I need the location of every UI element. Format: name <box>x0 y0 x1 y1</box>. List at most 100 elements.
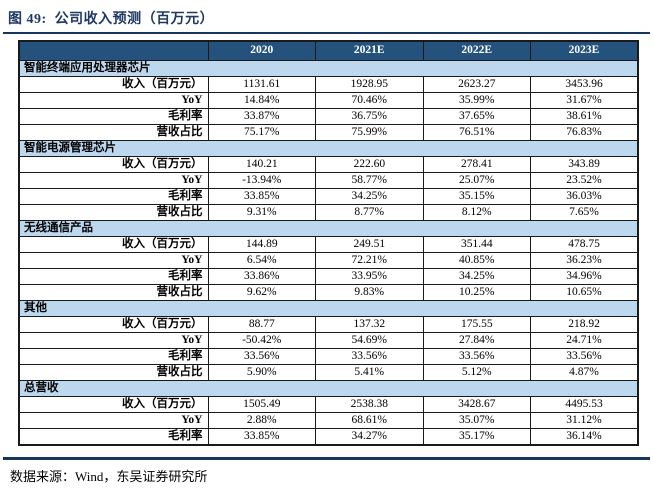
cell-value: 33.56% <box>315 347 424 365</box>
title-divider-rule <box>3 32 650 34</box>
cell-value: 249.51 <box>315 235 424 253</box>
row-label: 收入（百万元） <box>18 75 209 93</box>
section-header-label: 无线通信产品 <box>18 219 639 237</box>
cell-value: 4495.53 <box>530 395 639 413</box>
cell-value: 2623.27 <box>422 75 531 93</box>
table-row: YoY -13.94% 58.77% 25.07% 23.52% <box>18 171 639 189</box>
row-label: YoY <box>18 251 209 269</box>
table-row: 收入（百万元） 144.89 249.51 351.44 478.75 <box>18 235 639 253</box>
cell-value: 33.86% <box>207 267 316 285</box>
cell-value: 5.12% <box>422 363 531 381</box>
table-row: 收入（百万元） 140.21 222.60 278.41 343.89 <box>18 155 639 173</box>
row-label: 毛利率 <box>18 107 209 125</box>
cell-value: 76.83% <box>530 123 639 141</box>
table-row: YoY 2.88% 68.61% 35.07% 31.12% <box>18 411 639 429</box>
cell-value: 278.41 <box>422 155 531 173</box>
cell-value: 343.89 <box>530 155 639 173</box>
table-row: 毛利率 33.86% 33.95% 34.25% 34.96% <box>18 267 639 285</box>
cell-value: 68.61% <box>315 411 424 429</box>
table-row: 毛利率 33.85% 34.27% 35.17% 36.14% <box>18 427 639 445</box>
cell-value: 1505.49 <box>207 395 316 413</box>
section-header-row: 无线通信产品 <box>18 219 639 237</box>
row-label: 营收占比 <box>18 123 209 141</box>
cell-value: 75.17% <box>207 123 316 141</box>
section-header-row: 其他 <box>18 299 639 317</box>
cell-value: 33.85% <box>207 427 316 445</box>
figure-title: 图 49: 公司收入预测（百万元） <box>8 12 215 27</box>
cell-value: 27.84% <box>422 331 531 349</box>
cell-value: 36.14% <box>530 427 639 445</box>
row-label: YoY <box>18 331 209 349</box>
cell-value: 31.67% <box>530 91 639 109</box>
table-row: 收入（百万元） 1131.61 1928.95 2623.27 3453.96 <box>18 75 639 93</box>
cell-value: 175.55 <box>422 315 531 333</box>
forecast-table: 2020 2021E 2022E 2023E 智能终端应用处理器芯片 收入（百万元） 11… <box>18 40 639 446</box>
cell-value: 34.27% <box>315 427 424 445</box>
row-label: 毛利率 <box>18 427 209 445</box>
cell-value: 72.21% <box>315 251 424 269</box>
cell-value: 1928.95 <box>315 75 424 93</box>
table-header: 2020 2021E 2022E 2023E <box>18 40 639 61</box>
cell-value: 33.95% <box>315 267 424 285</box>
cell-value: 7.65% <box>530 203 639 221</box>
cell-value: -13.94% <box>207 171 316 189</box>
table-row: 营收占比 5.90% 5.41% 5.12% 4.87% <box>18 363 639 381</box>
data-source-note: 数据来源：Wind，东吴证券研究所 <box>10 469 208 484</box>
table-row: 营收占比 75.17% 75.99% 76.51% 76.83% <box>18 123 639 141</box>
cell-value: 5.90% <box>207 363 316 381</box>
row-label: YoY <box>18 411 209 429</box>
table-row: 收入（百万元） 1505.49 2538.38 3428.67 4495.53 <box>18 395 639 413</box>
row-label: 营收占比 <box>18 203 209 221</box>
table-body: 智能终端应用处理器芯片 收入（百万元） 1131.61 1928.95 2623.27 3… <box>18 59 639 445</box>
cell-value: 6.54% <box>207 251 316 269</box>
cell-value: 34.25% <box>315 187 424 205</box>
cell-value: 5.41% <box>315 363 424 381</box>
row-label: YoY <box>18 91 209 109</box>
cell-value: 35.07% <box>422 411 531 429</box>
row-label: 毛利率 <box>18 267 209 285</box>
cell-value: 76.51% <box>422 123 531 141</box>
cell-value: 33.87% <box>207 107 316 125</box>
row-label: YoY <box>18 171 209 189</box>
corner-header-cell <box>18 40 209 61</box>
year-column-header: 2022E <box>422 40 531 61</box>
cell-value: 25.07% <box>422 171 531 189</box>
year-column-header: 2021E <box>315 40 424 61</box>
table-row: 毛利率 33.87% 36.75% 37.65% 38.61% <box>18 107 639 125</box>
row-label: 营收占比 <box>18 283 209 301</box>
cell-value: 33.56% <box>207 347 316 365</box>
cell-value: 31.12% <box>530 411 639 429</box>
cell-value: 23.52% <box>530 171 639 189</box>
cell-value: 8.12% <box>422 203 531 221</box>
cell-value: 40.85% <box>422 251 531 269</box>
table-row: 营收占比 9.31% 8.77% 8.12% 7.65% <box>18 203 639 221</box>
cell-value: 34.96% <box>530 267 639 285</box>
year-column-header: 2020 <box>207 40 316 61</box>
cell-value: 10.25% <box>422 283 531 301</box>
row-label: 营收占比 <box>18 363 209 381</box>
cell-value: 36.03% <box>530 187 639 205</box>
table-row: YoY 14.84% 70.46% 35.99% 31.67% <box>18 91 639 109</box>
cell-value: 218.92 <box>530 315 639 333</box>
table-row: YoY -50.42% 54.69% 27.84% 24.71% <box>18 331 639 349</box>
row-label: 毛利率 <box>18 347 209 365</box>
cell-value: 54.69% <box>315 331 424 349</box>
cell-value: 1131.61 <box>207 75 316 93</box>
cell-value: 9.83% <box>315 283 424 301</box>
cell-value: 58.77% <box>315 171 424 189</box>
cell-value: 3453.96 <box>530 75 639 93</box>
row-label: 收入（百万元） <box>18 395 209 413</box>
table-row: 营收占比 9.62% 9.83% 10.25% 10.65% <box>18 283 639 301</box>
cell-value: 33.56% <box>530 347 639 365</box>
cell-value: 9.62% <box>207 283 316 301</box>
row-label: 收入（百万元） <box>18 155 209 173</box>
section-header-label: 总营收 <box>18 379 639 397</box>
cell-value: 8.77% <box>315 203 424 221</box>
cell-value: 33.56% <box>422 347 531 365</box>
cell-value: 38.61% <box>530 107 639 125</box>
cell-value: 222.60 <box>315 155 424 173</box>
row-label: 毛利率 <box>18 187 209 205</box>
table-row: 收入（百万元） 88.77 137.32 175.55 218.92 <box>18 315 639 333</box>
table-row: 毛利率 33.85% 34.25% 35.15% 36.03% <box>18 187 639 205</box>
footer-divider-rule <box>3 457 650 460</box>
